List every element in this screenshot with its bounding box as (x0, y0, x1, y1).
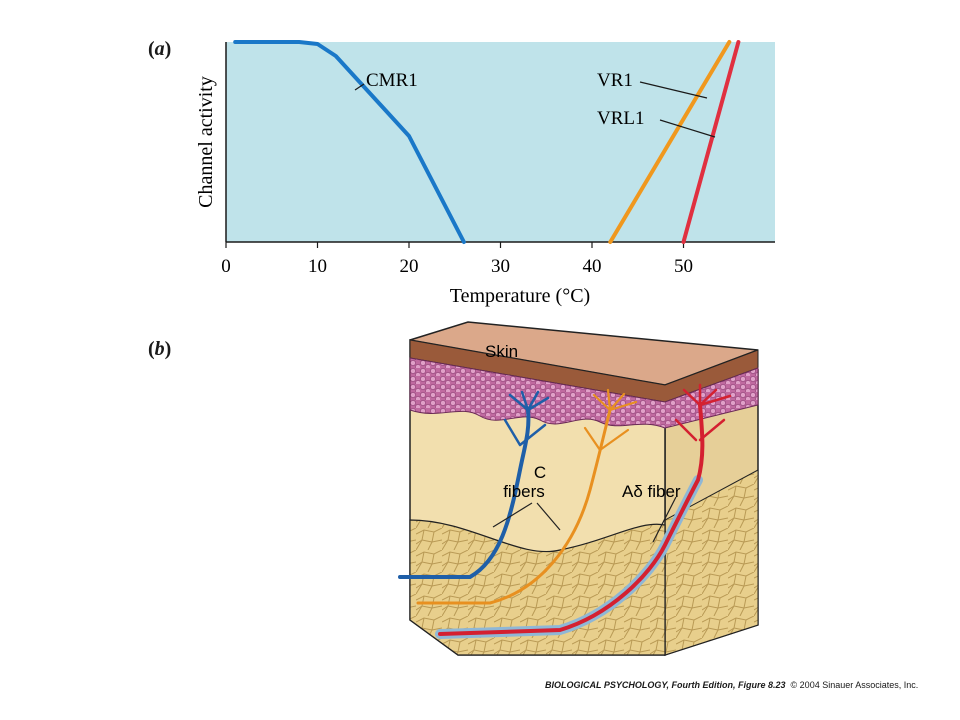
x-tick-label: 0 (221, 256, 231, 277)
x-tick-label: 50 (674, 256, 693, 277)
label-leader-lines (492, 496, 677, 543)
x-tick-label: 30 (491, 256, 510, 277)
c-fibers-label-line1: C (534, 463, 546, 482)
c-fiber-blue (398, 390, 550, 579)
series-line-vr1 (608, 40, 732, 244)
a-delta-fiber-label: Aδ fiber (622, 482, 681, 501)
c-fibers-label-line2: fibers (503, 482, 545, 501)
series-label-vrl1: VRL1 (597, 108, 645, 129)
series-leader-cmr1 (354, 83, 365, 91)
series-label-vr1: VR1 (597, 70, 633, 91)
series-leader-vrl1 (659, 119, 716, 138)
x-tick-label: 40 (583, 256, 602, 277)
subcutaneous-fat-layer (409, 519, 666, 656)
x-tick-label: 20 (400, 256, 419, 277)
series-line-vrl1 (681, 40, 741, 244)
x-tick-label: 10 (308, 256, 327, 277)
series-label-cmr1: CMR1 (366, 70, 418, 91)
a-delta-fiber (435, 383, 732, 639)
epidermis-layer (409, 357, 759, 429)
series-line-cmr1 (233, 40, 466, 244)
skin-block (409, 321, 759, 657)
figure-caption: BIOLOGICAL PSYCHOLOGY, Fourth Edition, F… (545, 680, 919, 690)
x-axis-label: Temperature (°C) (450, 285, 590, 307)
skin-label: Skin (485, 342, 518, 361)
panel-b-label: (b) (148, 338, 172, 360)
plot-area (226, 42, 775, 242)
panel-a-label: (a) (148, 38, 172, 60)
c-fiber-orange (416, 388, 638, 605)
y-axis-label: Channel activity (195, 76, 217, 208)
series-leader-vr1 (639, 81, 708, 99)
